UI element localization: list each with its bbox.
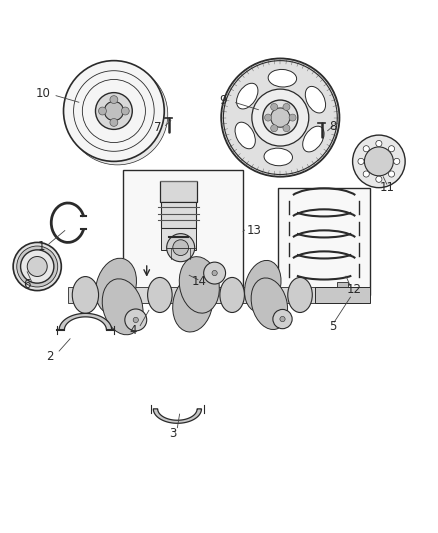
Circle shape: [67, 64, 168, 165]
Polygon shape: [59, 313, 112, 330]
Ellipse shape: [95, 259, 137, 314]
Polygon shape: [153, 409, 201, 423]
Ellipse shape: [102, 279, 143, 335]
Text: 13: 13: [247, 224, 261, 237]
Bar: [161, 202, 196, 228]
Circle shape: [353, 135, 405, 188]
Text: 7: 7: [154, 120, 162, 134]
Text: 12: 12: [346, 283, 361, 296]
Circle shape: [221, 59, 339, 177]
Circle shape: [110, 95, 118, 103]
Bar: [160, 181, 197, 202]
Bar: [161, 228, 196, 251]
Ellipse shape: [305, 86, 325, 113]
Text: 3: 3: [170, 427, 177, 440]
Ellipse shape: [173, 276, 213, 332]
Circle shape: [166, 233, 194, 262]
Circle shape: [394, 158, 400, 165]
Circle shape: [289, 114, 296, 121]
Polygon shape: [68, 287, 361, 303]
Circle shape: [212, 270, 217, 276]
Text: 4: 4: [130, 324, 138, 336]
Circle shape: [95, 93, 132, 130]
Polygon shape: [174, 237, 187, 243]
Ellipse shape: [235, 122, 255, 149]
Ellipse shape: [303, 126, 324, 152]
Circle shape: [110, 118, 118, 126]
Circle shape: [376, 140, 382, 147]
Circle shape: [265, 114, 272, 121]
Bar: [278, 188, 370, 295]
Ellipse shape: [179, 257, 219, 313]
Bar: [337, 282, 348, 287]
Circle shape: [64, 61, 164, 161]
Circle shape: [27, 256, 47, 277]
Circle shape: [125, 309, 147, 331]
Bar: [315, 287, 370, 303]
Text: 1: 1: [38, 240, 46, 253]
Circle shape: [271, 103, 278, 110]
Ellipse shape: [264, 148, 293, 166]
Ellipse shape: [251, 278, 288, 329]
Ellipse shape: [268, 69, 297, 87]
Ellipse shape: [72, 277, 99, 313]
Ellipse shape: [288, 278, 312, 312]
Circle shape: [358, 158, 364, 165]
Circle shape: [389, 146, 395, 152]
Text: 11: 11: [379, 181, 394, 194]
Circle shape: [364, 147, 393, 176]
Circle shape: [17, 246, 58, 287]
Circle shape: [99, 107, 106, 115]
Circle shape: [280, 317, 285, 322]
Ellipse shape: [148, 278, 172, 312]
Circle shape: [283, 125, 290, 132]
Circle shape: [271, 125, 278, 132]
Text: 8: 8: [329, 120, 336, 133]
Text: 5: 5: [329, 320, 336, 334]
Text: 10: 10: [35, 87, 50, 100]
Circle shape: [363, 146, 369, 152]
Circle shape: [271, 108, 290, 127]
Ellipse shape: [244, 261, 281, 312]
Circle shape: [273, 310, 292, 329]
Text: 2: 2: [46, 350, 54, 363]
Circle shape: [104, 101, 124, 120]
Bar: [123, 170, 243, 293]
Circle shape: [121, 107, 129, 115]
Ellipse shape: [237, 83, 258, 109]
Circle shape: [173, 240, 188, 255]
Circle shape: [263, 100, 298, 135]
Ellipse shape: [220, 278, 244, 312]
Circle shape: [363, 171, 369, 177]
Text: 14: 14: [192, 276, 207, 288]
Circle shape: [21, 250, 54, 283]
Circle shape: [283, 103, 290, 110]
Text: 6: 6: [23, 278, 31, 292]
Circle shape: [13, 243, 61, 290]
Circle shape: [133, 317, 138, 322]
Circle shape: [204, 262, 226, 284]
Circle shape: [376, 176, 382, 182]
Circle shape: [252, 89, 309, 146]
Text: 9: 9: [219, 94, 227, 107]
Circle shape: [389, 171, 395, 177]
